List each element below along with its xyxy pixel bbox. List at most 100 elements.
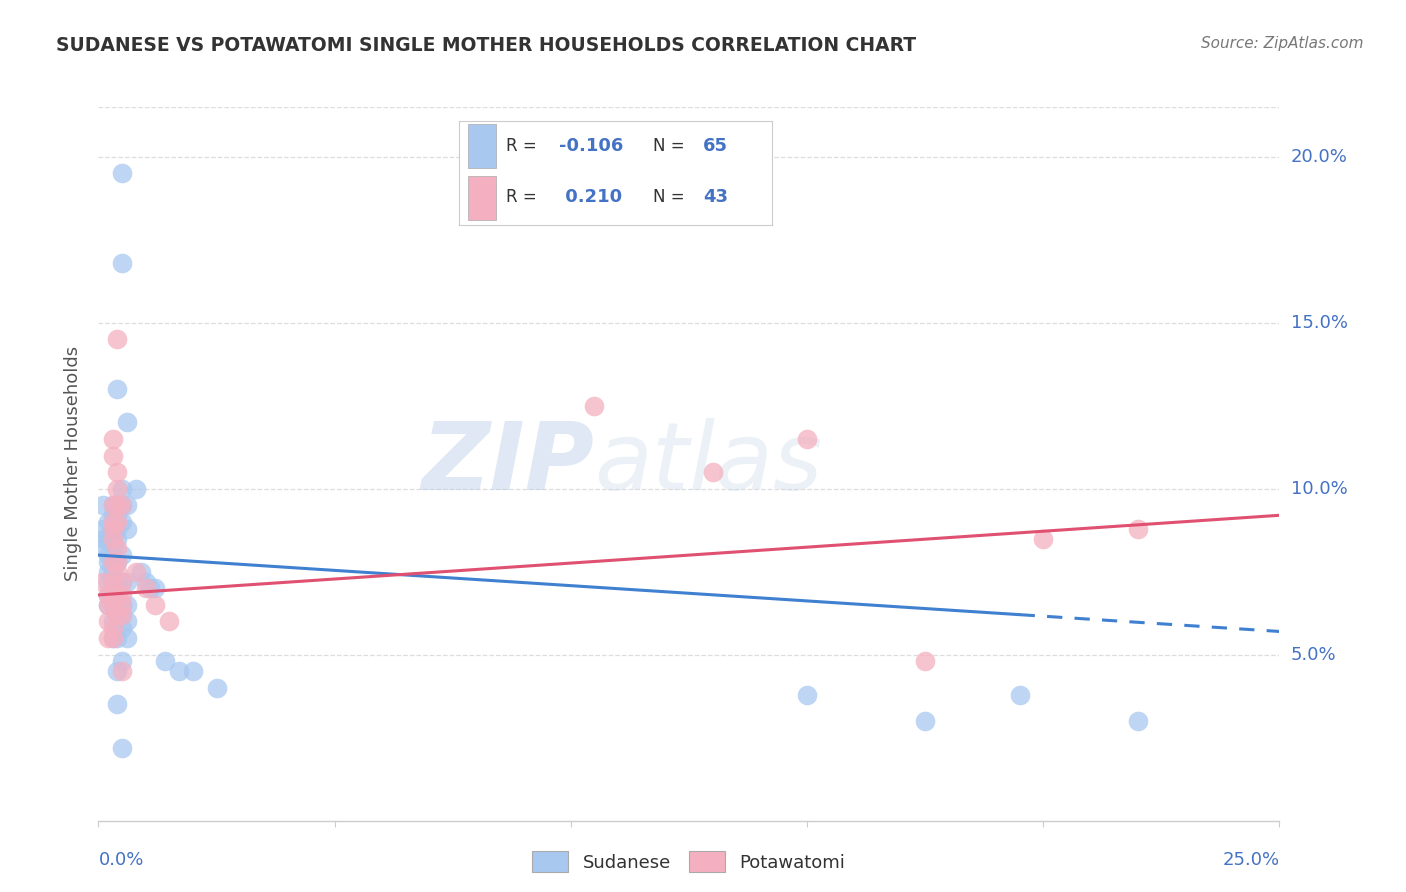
Point bbox=[97, 574, 120, 589]
Point bbox=[101, 574, 124, 589]
Text: 10.0%: 10.0% bbox=[1291, 480, 1347, 498]
Point bbox=[115, 631, 138, 645]
Point bbox=[111, 256, 134, 270]
Point bbox=[1008, 688, 1031, 702]
Point bbox=[143, 598, 166, 612]
Point bbox=[105, 332, 128, 346]
Text: ZIP: ZIP bbox=[422, 417, 595, 510]
Point bbox=[125, 482, 148, 496]
Point bbox=[105, 555, 128, 569]
Point bbox=[167, 665, 190, 679]
Point bbox=[105, 607, 128, 622]
Point bbox=[111, 166, 134, 180]
Point bbox=[1126, 714, 1149, 728]
Point bbox=[97, 532, 120, 546]
Point bbox=[101, 574, 124, 589]
Point bbox=[101, 631, 124, 645]
Point bbox=[105, 698, 128, 712]
Point bbox=[105, 631, 128, 645]
Point bbox=[101, 598, 124, 612]
Point bbox=[105, 574, 128, 589]
Point bbox=[796, 432, 818, 446]
Point bbox=[97, 548, 120, 562]
Point bbox=[91, 499, 114, 513]
Point bbox=[105, 565, 128, 579]
Point bbox=[702, 465, 724, 479]
Point bbox=[105, 508, 128, 523]
Point bbox=[105, 541, 128, 556]
Point bbox=[105, 588, 128, 602]
Text: 20.0%: 20.0% bbox=[1291, 148, 1347, 166]
Point bbox=[105, 532, 128, 546]
Point bbox=[101, 522, 124, 536]
Point bbox=[135, 574, 157, 589]
Point bbox=[101, 515, 124, 529]
Point bbox=[105, 482, 128, 496]
Point bbox=[181, 665, 204, 679]
Point bbox=[105, 607, 128, 622]
Point bbox=[101, 621, 124, 635]
Point bbox=[111, 598, 134, 612]
Point bbox=[97, 565, 120, 579]
Point bbox=[914, 714, 936, 728]
Point bbox=[101, 499, 124, 513]
Point bbox=[91, 522, 114, 536]
Point bbox=[101, 532, 124, 546]
Point bbox=[101, 615, 124, 629]
Point bbox=[139, 582, 162, 596]
Point bbox=[914, 654, 936, 668]
Point bbox=[101, 598, 124, 612]
Point bbox=[115, 598, 138, 612]
Point bbox=[135, 582, 157, 596]
Y-axis label: Single Mother Households: Single Mother Households bbox=[65, 346, 83, 582]
Point bbox=[115, 522, 138, 536]
Point bbox=[101, 588, 124, 602]
Point bbox=[101, 522, 124, 536]
Point bbox=[97, 515, 120, 529]
Point bbox=[796, 688, 818, 702]
Text: 15.0%: 15.0% bbox=[1291, 314, 1347, 332]
Point bbox=[115, 615, 138, 629]
Point bbox=[111, 654, 134, 668]
Text: 25.0%: 25.0% bbox=[1222, 851, 1279, 869]
Point bbox=[111, 588, 134, 602]
Point bbox=[105, 555, 128, 569]
Point bbox=[97, 631, 120, 645]
Point bbox=[111, 607, 134, 622]
Point bbox=[91, 541, 114, 556]
Point bbox=[1126, 522, 1149, 536]
Point bbox=[101, 565, 124, 579]
Point bbox=[115, 574, 138, 589]
Point bbox=[101, 555, 124, 569]
Point bbox=[111, 740, 134, 755]
Point bbox=[105, 382, 128, 396]
Point bbox=[101, 432, 124, 446]
Text: 0.0%: 0.0% bbox=[98, 851, 143, 869]
Point bbox=[105, 598, 128, 612]
Point bbox=[143, 582, 166, 596]
Point bbox=[105, 522, 128, 536]
Text: 5.0%: 5.0% bbox=[1291, 646, 1336, 664]
Text: Source: ZipAtlas.com: Source: ZipAtlas.com bbox=[1201, 36, 1364, 51]
Point bbox=[105, 499, 128, 513]
Point bbox=[125, 565, 148, 579]
Point bbox=[115, 499, 138, 513]
Point bbox=[205, 681, 228, 695]
Point bbox=[97, 615, 120, 629]
Legend: Sudanese, Potawatomi: Sudanese, Potawatomi bbox=[524, 844, 853, 880]
Point bbox=[97, 598, 120, 612]
Text: SUDANESE VS POTAWATOMI SINGLE MOTHER HOUSEHOLDS CORRELATION CHART: SUDANESE VS POTAWATOMI SINGLE MOTHER HOU… bbox=[56, 36, 917, 54]
Text: atlas: atlas bbox=[595, 418, 823, 509]
Point bbox=[111, 499, 134, 513]
Point bbox=[115, 415, 138, 429]
Point bbox=[111, 621, 134, 635]
Point bbox=[111, 574, 134, 589]
Point bbox=[111, 598, 134, 612]
Point bbox=[101, 631, 124, 645]
Point bbox=[101, 548, 124, 562]
Point bbox=[91, 532, 114, 546]
Point bbox=[157, 615, 180, 629]
Point bbox=[111, 548, 134, 562]
Point bbox=[101, 499, 124, 513]
Point bbox=[101, 449, 124, 463]
